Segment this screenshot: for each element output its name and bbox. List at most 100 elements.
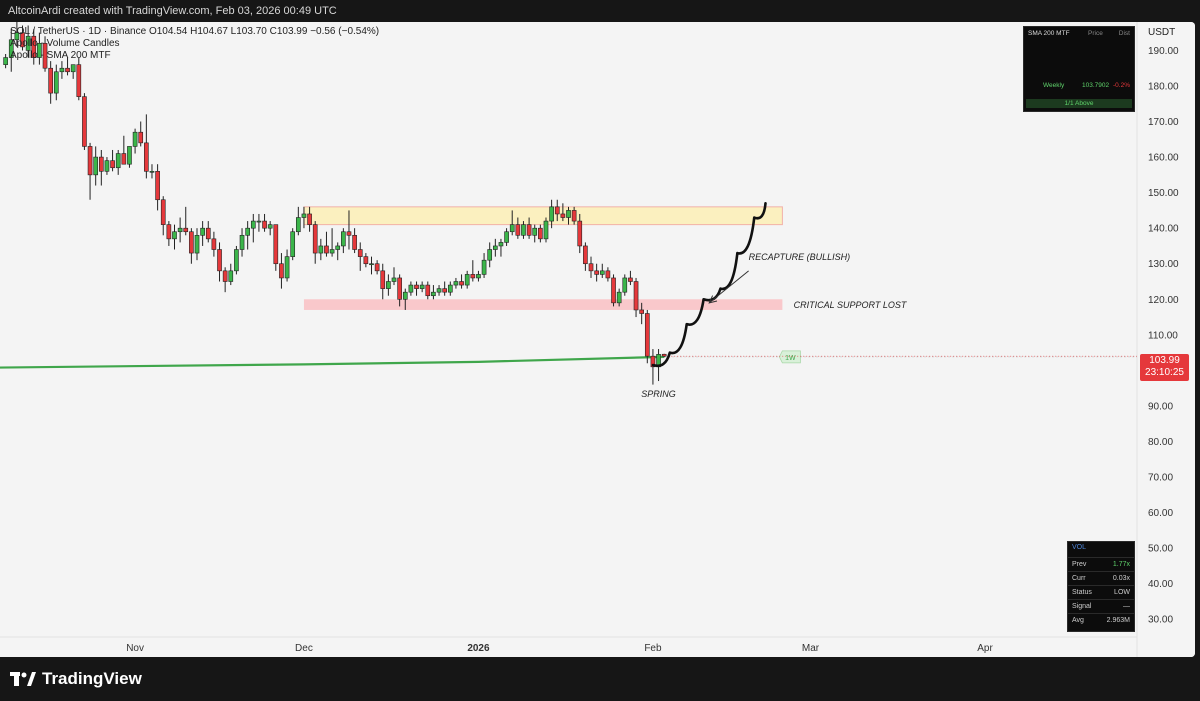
candle-body [172,231,177,240]
candle [554,199,560,222]
candle [87,142,93,200]
candle [8,29,14,72]
candle [549,199,554,229]
candle-body [3,57,8,65]
candle [391,267,397,286]
candle [414,281,419,296]
candle [250,213,256,243]
tradingview-logo[interactable]: TradingView [10,668,142,690]
candle-body [307,213,312,225]
x-tick-label: Dec [295,643,313,654]
price-chart[interactable]: USDT 190.00 180.00 170.00 160.00 150.00 140.00… [0,22,1195,657]
candle [487,242,493,268]
volume-row-value: 1.77x [1112,561,1130,568]
candle-body [560,213,566,218]
candle-body [644,313,650,357]
candle-body [65,67,70,73]
candle [239,228,245,257]
candle-body [8,39,14,58]
candle-body [543,220,549,240]
candle-body [155,171,160,201]
candle-body [110,160,115,169]
candle-body [194,234,200,254]
footer-bar [0,657,1200,701]
candle-body [436,288,442,293]
candle [121,135,127,165]
candle-body [279,263,284,279]
candle-body [329,249,335,254]
candle-body [132,131,138,147]
volume-row-key: Signal [1072,603,1092,610]
candle-body [138,131,144,144]
y-tick-label: 160.00 [1148,153,1179,164]
candle [447,281,453,296]
candle [155,164,160,211]
candle-body [127,146,132,165]
candle-body [48,67,53,94]
candle-body [211,238,217,250]
indicator-sma-mtf[interactable]: Apollo - SMA 200 MTF [10,50,111,61]
candle [611,274,616,307]
candle-body [256,220,262,223]
y-tick-label: 60.00 [1148,508,1173,519]
candle [59,61,65,79]
candle [138,121,144,147]
candle [470,260,476,282]
candle-body [341,231,346,247]
candle [273,224,279,271]
candle [262,213,267,232]
candle-body [346,231,352,236]
chart-legend: SOL / TetherUS · 1D · Binance O104.54 H1… [10,26,379,62]
candle-body [380,270,386,289]
y-tick-label: 180.00 [1148,81,1179,92]
candle [183,206,189,236]
indicator-volume-candles[interactable]: Apollo - Volume Candles [10,38,120,49]
candle [588,256,594,278]
candle-body [509,224,515,233]
candle [301,206,307,229]
candle-body [566,210,571,218]
candle [436,285,442,296]
candle-body [318,245,324,254]
candle-body [628,277,633,282]
sma-200-line [0,355,665,369]
candle [363,253,369,268]
candle-body [262,220,267,229]
candle [594,263,599,282]
candle-body [335,245,341,250]
y-tick-label: 120.00 [1148,295,1179,306]
plot-background [0,22,1137,637]
candle-body [616,291,622,304]
candle [639,302,644,325]
candle [650,349,656,385]
candle-body [431,291,436,297]
candle [200,221,205,246]
candle [538,224,543,243]
sma-table-footer: 1/1 Above [1026,99,1132,108]
y-tick-label: 110.00 [1148,330,1178,341]
candle [172,224,177,250]
candle-body [82,96,87,147]
candle [177,217,183,243]
candle [144,114,149,179]
candle [290,228,296,261]
volume-row-value: — [1123,603,1130,610]
candle [37,32,42,65]
candle-body [425,284,431,297]
candle [543,217,549,243]
candle [566,206,571,225]
candle [256,213,262,232]
chart-area[interactable]: USDT 190.00 180.00 170.00 160.00 150.00 140.00… [0,22,1195,657]
candle-body [498,242,504,247]
chart-credit: AltcoinArdi created with TradingView.com… [8,5,337,17]
candle [267,221,273,236]
candle [583,242,588,271]
candle [346,210,352,250]
candle-body [549,206,554,222]
candle [284,249,290,282]
candle-body [470,274,476,279]
candle-body [397,277,402,300]
candle [82,93,87,150]
candle-body [464,274,470,286]
candle [324,231,329,257]
